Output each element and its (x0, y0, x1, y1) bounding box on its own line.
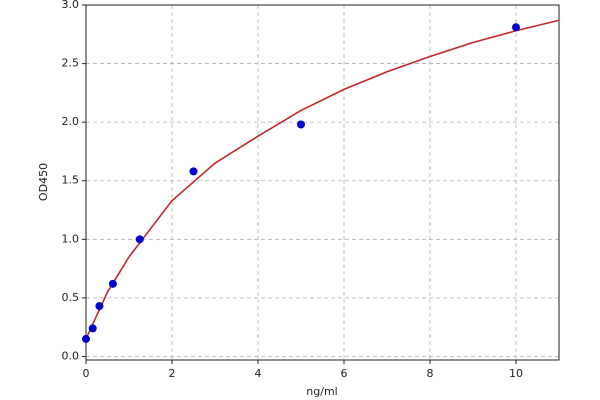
plot-frame (85, 4, 560, 361)
y-axis-label: OD450 (37, 163, 50, 201)
data-point (108, 279, 117, 288)
data-point (297, 120, 305, 129)
y-tick-label: 3.0 (62, 0, 80, 11)
data-point (512, 23, 520, 32)
data-point (82, 334, 90, 343)
data-point (189, 167, 198, 176)
x-tick-label: 2 (169, 367, 176, 380)
y-tick-label: 2.5 (62, 57, 80, 70)
y-tick-label: 2.0 (62, 115, 80, 128)
data-point (135, 235, 144, 244)
y-tick-label: 1.0 (62, 232, 80, 245)
x-axis-label: ng/ml (306, 385, 337, 398)
data-point (88, 324, 97, 333)
x-tick-label: 0 (83, 367, 90, 380)
y-tick-label: 0.5 (62, 291, 80, 304)
x-tick-label: 8 (427, 367, 434, 380)
x-tick-label: 6 (341, 367, 348, 380)
x-tick-label: 10 (509, 367, 523, 380)
y-tick-label: 1.5 (62, 174, 80, 187)
fit-curve (85, 19, 560, 340)
x-tick-label: 4 (255, 367, 262, 380)
y-tick-label: 0.0 (62, 349, 80, 362)
data-point (95, 302, 104, 311)
